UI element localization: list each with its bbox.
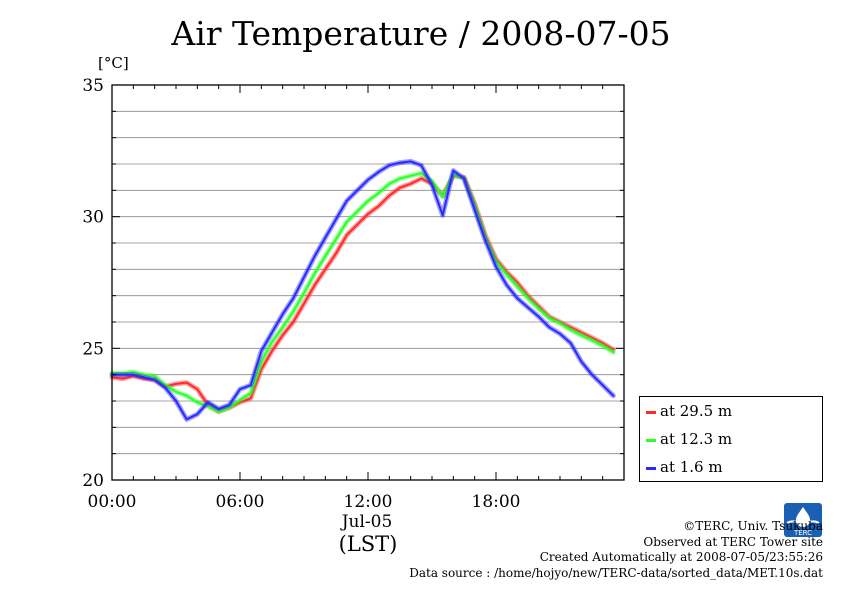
series-line (111, 174, 615, 413)
x-tick-label: 18:00 (472, 492, 521, 512)
x-axis-label: (LST) (339, 532, 398, 556)
chart-title: Air Temperature / 2008-07-05 (171, 14, 671, 53)
legend-label: at 1.6 m (660, 458, 723, 476)
series-line (111, 160, 615, 421)
date-label: Jul-05 (340, 512, 393, 532)
x-tick-label: 00:00 (88, 492, 137, 512)
x-tick-labels: 00:00 06:00 12:00 18:00 (88, 492, 521, 512)
legend-label: at 29.5 m (660, 402, 733, 420)
series-line-halo (109, 173, 616, 414)
credits: ©TERC, Univ. Tsukuba Observed at TERC To… (409, 519, 823, 581)
legend-swatch (646, 439, 656, 442)
created-text: Created Automatically at 2008-07-05/23:5… (539, 550, 823, 564)
y-unit-label: [°C] (98, 54, 129, 72)
y-tick-label: 30 (82, 208, 104, 228)
series-line (111, 172, 615, 413)
logo-text: TERC (793, 529, 812, 537)
data-source-text: Data source : /home/hojyo/new/TERC-data/… (409, 565, 823, 580)
axis-ticks (111, 84, 625, 481)
y-tick-label: 20 (82, 471, 104, 491)
x-tick-label: 06:00 (216, 492, 265, 512)
y-tick-label: 35 (82, 76, 104, 96)
y-tick-labels: 20 25 30 35 (82, 76, 104, 491)
grid-lines (112, 110, 624, 455)
y-tick-label: 25 (82, 339, 104, 359)
site-text: Observed at TERC Tower site (643, 534, 823, 549)
legend-swatch (646, 467, 656, 470)
x-tick-label: 12:00 (344, 492, 393, 512)
terc-logo-icon: TERC (784, 503, 822, 537)
legend: at 29.5 m at 12.3 m at 1.6 m (639, 396, 823, 482)
series-lines (109, 158, 616, 422)
copyright-text: ©TERC, Univ. Tsukuba (683, 519, 823, 533)
series-line-halo (109, 170, 616, 414)
legend-label: at 12.3 m (660, 430, 733, 448)
legend-swatch (646, 411, 656, 414)
